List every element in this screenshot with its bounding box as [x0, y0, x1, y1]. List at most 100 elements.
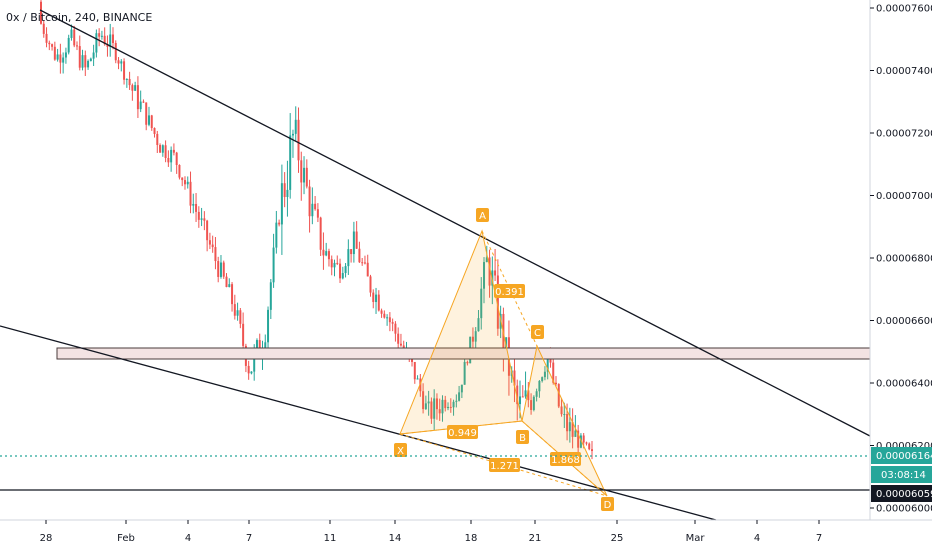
time-tick-label: 4 — [754, 533, 760, 544]
candle-body — [435, 398, 438, 410]
svg-text:0.00006164: 0.00006164 — [876, 451, 932, 462]
candle-body — [474, 331, 477, 342]
candle-body — [363, 262, 366, 264]
candle-body — [45, 33, 48, 43]
candle-body — [466, 361, 469, 364]
svg-text:X: X — [397, 446, 404, 457]
candle-body — [552, 362, 555, 383]
candle-body — [333, 262, 336, 268]
candle-body — [452, 401, 455, 408]
candle-body — [100, 35, 103, 37]
price-tick-label: 0.00006800 — [876, 254, 932, 265]
svg-text:1.271: 1.271 — [490, 461, 519, 472]
candle-body — [139, 101, 142, 110]
candle-body — [286, 189, 289, 198]
candle-body — [40, 1, 42, 24]
candle-body — [555, 382, 558, 385]
candle-body — [167, 158, 170, 163]
candle-body — [397, 333, 400, 344]
price-tick-label: 0.00007400 — [876, 66, 932, 77]
candle-body — [516, 385, 519, 405]
candle-body — [377, 294, 380, 311]
ratio-label-xd: 1.271 — [489, 458, 520, 472]
candle-body — [366, 262, 369, 277]
price-tick-label: 0.00007200 — [876, 129, 932, 140]
candle-body — [521, 396, 524, 398]
candle-body — [460, 384, 463, 393]
candle-body — [344, 266, 347, 274]
candle-body — [56, 54, 59, 60]
candle-body — [156, 133, 159, 145]
candles-layer — [40, 0, 593, 460]
price-tick-label: 0.00006200 — [876, 441, 932, 452]
candle-body — [150, 115, 153, 129]
candle-body — [109, 34, 112, 47]
candle-body — [283, 183, 286, 198]
time-axis[interactable]: 28 Feb 4 7 11 14 18 21 25 Mar 4 7 — [40, 520, 823, 544]
ratio-label-xb: 0.949 — [447, 425, 478, 439]
candle-body — [358, 248, 361, 263]
candle-body — [120, 61, 123, 64]
candle-body — [316, 209, 319, 218]
candle-body — [111, 34, 114, 44]
candle-body — [577, 430, 580, 448]
candle-body — [195, 204, 198, 212]
candle-body — [449, 406, 452, 408]
candle-body — [483, 262, 486, 289]
candle-body — [369, 276, 372, 293]
candle-body — [42, 23, 45, 34]
svg-text:D: D — [604, 500, 612, 511]
price-tick-label: 0.00006000 — [876, 504, 932, 515]
current-price-tag: 0.00006164 — [871, 447, 932, 464]
candle-body — [441, 399, 444, 414]
candle-body — [181, 177, 184, 181]
candle-body — [189, 181, 192, 206]
candle-body — [375, 294, 378, 303]
candle-body — [582, 435, 585, 443]
candle-body — [532, 396, 535, 410]
candle-body — [430, 401, 433, 419]
candle-body — [236, 310, 239, 316]
candle-body — [386, 317, 389, 319]
time-tick-label: 28 — [40, 533, 53, 544]
candle-body — [424, 403, 427, 410]
time-tick-label: 18 — [465, 533, 478, 544]
candle-body — [535, 391, 538, 397]
candle-body — [255, 340, 258, 352]
candle-body — [330, 259, 333, 268]
candle-body — [280, 183, 283, 225]
time-tick-label: 21 — [529, 533, 542, 544]
candle-body — [297, 119, 300, 161]
candle-body — [352, 231, 355, 255]
time-tick-label: 14 — [389, 533, 402, 544]
candle-body — [231, 284, 234, 305]
candle-body — [566, 414, 569, 432]
candle-body — [413, 361, 416, 380]
candle-body — [219, 262, 222, 277]
candle-body — [336, 262, 339, 264]
candle-body — [253, 351, 256, 372]
candle-body — [103, 35, 106, 45]
candle-body — [485, 257, 488, 263]
candle-body — [350, 249, 353, 255]
candle-body — [372, 292, 375, 303]
time-tick-label: 4 — [185, 533, 191, 544]
candle-body — [574, 430, 577, 437]
candle-body — [159, 144, 162, 153]
candle-body — [214, 247, 217, 262]
upper-trendline[interactable] — [39, 9, 871, 437]
candle-body — [416, 378, 419, 380]
svg-text:C: C — [534, 328, 541, 339]
price-axis[interactable]: 0.00007600 0.00007400 0.00007200 0.00007000… — [870, 4, 932, 515]
candle-body — [217, 261, 220, 277]
candle-body — [73, 29, 76, 46]
candle-body — [84, 55, 87, 68]
harmonic-pattern[interactable]: X A B C D 0.949 0.391 1.271 — [394, 208, 614, 511]
candle-body — [303, 167, 306, 183]
candle-body — [114, 43, 117, 61]
candle-body — [131, 85, 134, 91]
candle-body — [197, 211, 200, 220]
lower-trendline[interactable] — [0, 325, 717, 521]
